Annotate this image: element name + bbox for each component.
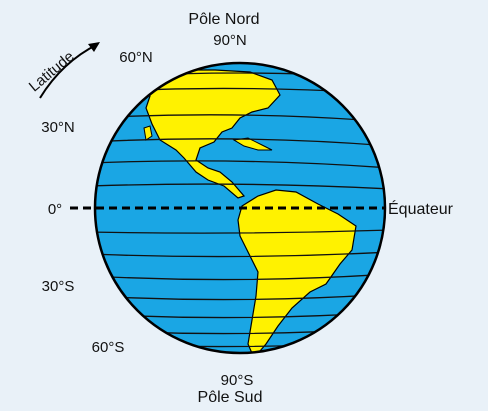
lat-30n-label: 30°N: [41, 119, 75, 136]
baja: [143, 125, 153, 141]
latitude-arrowhead: [88, 42, 100, 52]
lat-0-label: 0°: [48, 201, 62, 218]
lat-90n-label: 90°N: [213, 32, 247, 49]
caribbean: [232, 137, 273, 151]
lat-60n-label: 60°N: [119, 49, 153, 66]
lat-60s-label: 60°S: [92, 339, 125, 356]
equator-label: Équateur: [388, 199, 454, 218]
south-pole-label: Pôle Sud: [198, 389, 263, 406]
lat-90s-label: 90°S: [221, 372, 254, 389]
north-america: [145, 69, 281, 199]
lat-30s-label: 30°S: [42, 278, 75, 295]
north-pole-label: Pôle Nord: [188, 11, 259, 28]
